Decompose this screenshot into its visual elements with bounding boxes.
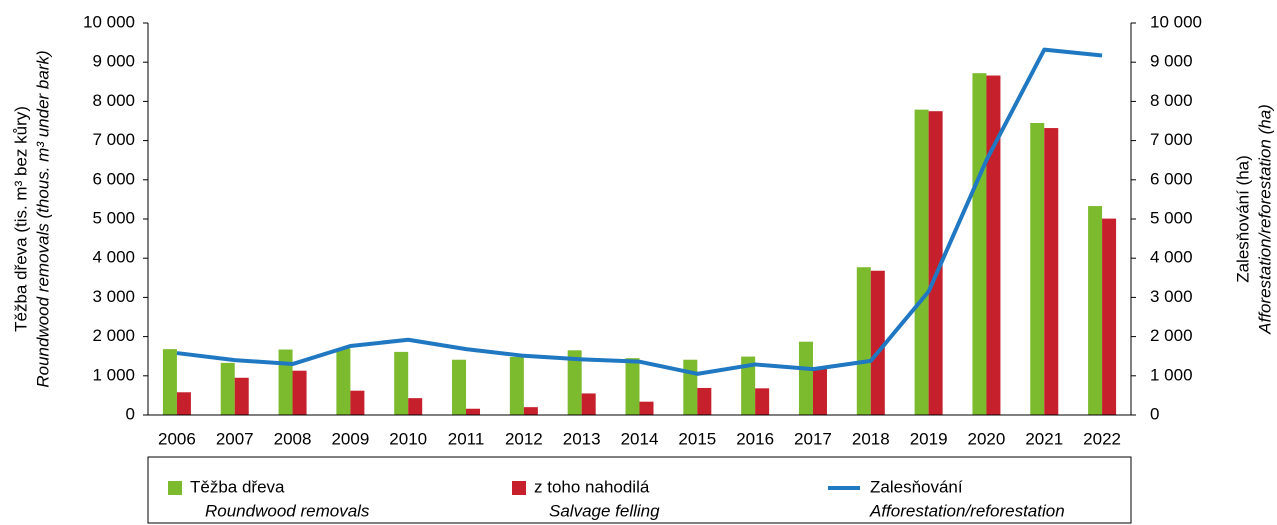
bar [1030, 122, 1045, 416]
y2-axis-title-en: Afforestation/reforestation (ha) [1255, 104, 1274, 335]
bar [755, 388, 770, 415]
bar [466, 408, 481, 415]
y-tick-label: 2 000 [92, 326, 135, 345]
y2-axis-title: Zalesňování (ha) [1233, 155, 1252, 283]
bar [928, 111, 943, 415]
y-tick-label: 9 000 [92, 52, 135, 71]
y-tick-label: 5 000 [92, 208, 135, 227]
bar [914, 109, 929, 415]
x-tick-label: 2016 [736, 429, 774, 448]
bar [972, 73, 987, 416]
legend-label-en: Afforestation/reforestation [869, 501, 1065, 520]
bar [234, 377, 249, 415]
bar [697, 387, 712, 415]
bar [336, 348, 351, 415]
bar [798, 341, 813, 415]
y-tick-label: 3 000 [92, 287, 135, 306]
bar [1044, 128, 1059, 415]
y2-tick-label: 4 000 [1150, 248, 1193, 267]
y-tick-label: 10 000 [83, 12, 135, 31]
bar [408, 398, 423, 415]
x-tick-label: 2017 [794, 429, 832, 448]
line-series [176, 47, 1103, 376]
x-tick-label: 2021 [1025, 429, 1063, 448]
bar [581, 393, 596, 415]
legend-label: Těžba dřeva [190, 477, 285, 496]
x-tick-label: 2011 [448, 429, 485, 448]
x-tick-label: 2007 [216, 429, 254, 448]
x-tick-label: 2014 [621, 429, 659, 448]
bar [986, 75, 1001, 415]
y-tick-label: 0 [126, 404, 135, 423]
y2-tick-label: 7 000 [1150, 130, 1193, 149]
x-tick-label: 2008 [274, 429, 312, 448]
y-tick-label: 1 000 [92, 365, 135, 384]
bar [1088, 206, 1103, 415]
bar [639, 401, 654, 415]
x-tick-label: 2018 [852, 429, 890, 448]
legend-label-en: Roundwood removals [205, 501, 370, 520]
y-axis-title: Těžba dřeva (tis. m³ bez kůry) [11, 106, 30, 332]
y-tick-label: 8 000 [92, 91, 135, 110]
legend-swatch [168, 481, 182, 495]
bar [812, 367, 827, 415]
y-tick-label: 4 000 [92, 248, 135, 267]
x-tick-label: 2013 [563, 429, 601, 448]
y2-tick-label: 8 000 [1150, 91, 1193, 110]
legend-label-en: Salvage felling [549, 501, 660, 520]
bar [741, 356, 756, 415]
x-tick-label: 2009 [331, 429, 369, 448]
legend-label: Zalesňování [870, 477, 963, 496]
y2-tick-label: 9 000 [1150, 52, 1193, 71]
bar [162, 349, 177, 415]
bar [452, 359, 467, 415]
y2-tick-label: 2 000 [1150, 326, 1193, 345]
bar [394, 351, 409, 415]
x-tick-label: 2010 [389, 429, 427, 448]
y-axis-title-en: Roundwood removals (thous. m³ under bark… [33, 50, 52, 387]
bar [292, 370, 307, 415]
x-tick-label: 2020 [968, 429, 1006, 448]
x-tick-label: 2012 [505, 429, 543, 448]
bar [1102, 218, 1117, 415]
y2-tick-label: 0 [1150, 404, 1159, 423]
bar [567, 350, 582, 415]
y2-tick-label: 3 000 [1150, 287, 1193, 306]
x-tick-label: 2022 [1083, 429, 1121, 448]
bar [509, 356, 524, 415]
y2-tick-label: 10 000 [1150, 12, 1202, 31]
y2-tick-label: 5 000 [1150, 208, 1193, 227]
bar [523, 407, 538, 415]
y2-tick-label: 1 000 [1150, 365, 1193, 384]
bar [176, 392, 191, 415]
bar [683, 359, 698, 415]
bar [350, 390, 365, 415]
legend-swatch [512, 481, 526, 495]
bar [278, 349, 293, 415]
y2-tick-label: 6 000 [1150, 169, 1193, 188]
bar [870, 270, 885, 415]
legend-label: z toho nahodilá [534, 477, 650, 496]
x-tick-label: 2019 [910, 429, 948, 448]
bar [856, 267, 871, 415]
y-tick-label: 7 000 [92, 130, 135, 149]
bar [220, 362, 235, 415]
x-tick-label: 2015 [678, 429, 716, 448]
y-tick-label: 6 000 [92, 169, 135, 188]
bar [625, 358, 640, 415]
legend-box [147, 456, 1132, 524]
x-tick-label: 2006 [158, 429, 196, 448]
